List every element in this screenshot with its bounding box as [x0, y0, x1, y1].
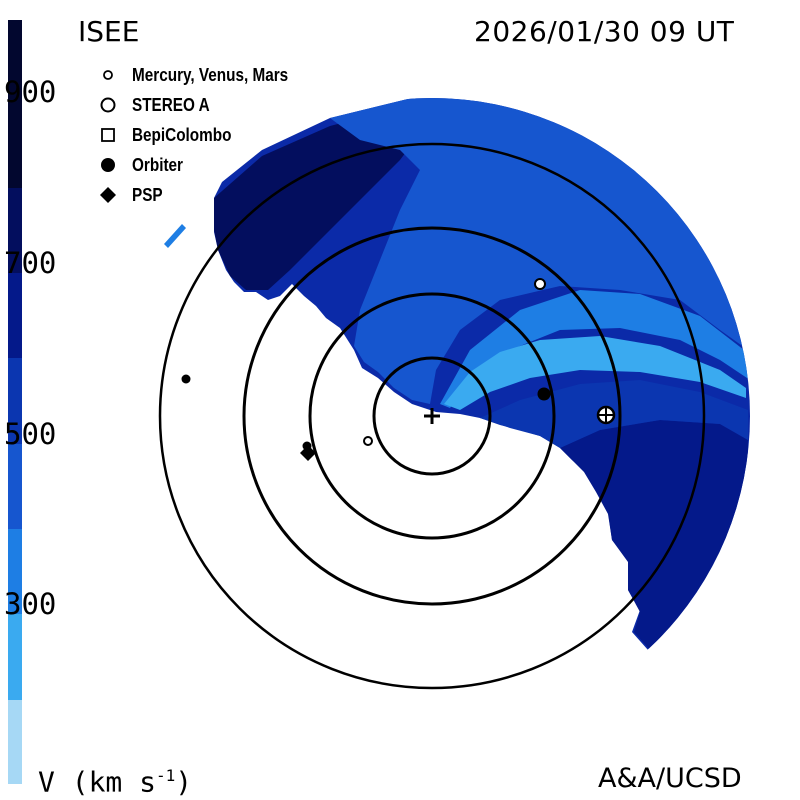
unit-exponent: -1	[156, 766, 176, 785]
timestamp: 2026/01/30 09 UT	[474, 15, 735, 48]
colorbar-tick-700: 700	[4, 246, 57, 280]
bodies	[181, 278, 616, 461]
velocity-region-fast-stream	[440, 290, 750, 408]
colorbar-band-6	[8, 273, 22, 358]
colorbar-tick-500: 500	[4, 417, 57, 451]
legend-item: BepiColombo	[94, 120, 394, 150]
legend-label: BepiColombo	[132, 124, 232, 145]
colorbar-band-4	[8, 444, 22, 529]
legend-label: PSP	[132, 184, 163, 205]
stereo-a-marker	[534, 278, 546, 290]
sun-marker	[424, 408, 440, 424]
mercury-marker	[363, 436, 373, 446]
velocity-region-dark-se	[560, 420, 748, 650]
colorbar-band-1	[8, 700, 22, 784]
legend-item: PSP	[94, 180, 394, 210]
open-square-icon	[94, 121, 122, 149]
colorbar-band-8	[8, 20, 22, 188]
velocity-streak-isolated	[164, 224, 186, 248]
colorbar-tick-300: 300	[4, 587, 57, 621]
legend-item: Mercury, Venus, Mars	[94, 60, 394, 90]
legend-label: STEREO A	[132, 94, 210, 115]
legend-item: Orbiter	[94, 150, 394, 180]
unit-quantity: V (km s	[38, 765, 157, 799]
colorbar-band-2	[8, 614, 22, 700]
open-circle-icon	[94, 91, 122, 119]
colorbar-band-3	[8, 529, 22, 614]
earth-marker	[596, 405, 616, 425]
credit-label: A&A/UCSD	[598, 763, 742, 794]
filled-diamond-icon	[94, 181, 122, 209]
velocity-region-light-stream	[444, 336, 746, 410]
colorbar-band-7	[8, 188, 22, 273]
legend-item: STEREO A	[94, 90, 394, 120]
unit-close: )	[175, 765, 193, 799]
orbiter-marker	[537, 387, 551, 401]
legend-label: Mercury, Venus, Mars	[132, 64, 289, 85]
orbit-venus	[308, 292, 556, 540]
mars-marker	[181, 374, 191, 384]
colorbar-band-5	[8, 358, 22, 444]
orbit-earth	[242, 226, 622, 606]
colorbar-unit-label: V (km s-1)	[38, 760, 192, 798]
orbit-mercury	[372, 356, 492, 476]
velocity-region-dark-ne	[214, 108, 430, 290]
filled-circle-icon	[94, 151, 122, 179]
orbit-mars	[158, 142, 706, 690]
legend: Mercury, Venus, Mars STEREO A BepiColomb…	[94, 60, 394, 210]
colorbar-tick-900: 900	[4, 75, 57, 109]
legend-label: Orbiter	[132, 154, 184, 175]
small-open-circle-icon	[94, 61, 122, 89]
model-title: ISEE	[78, 15, 140, 48]
colorbar	[8, 20, 22, 784]
orbits	[158, 142, 706, 690]
psp-marker	[300, 445, 316, 461]
